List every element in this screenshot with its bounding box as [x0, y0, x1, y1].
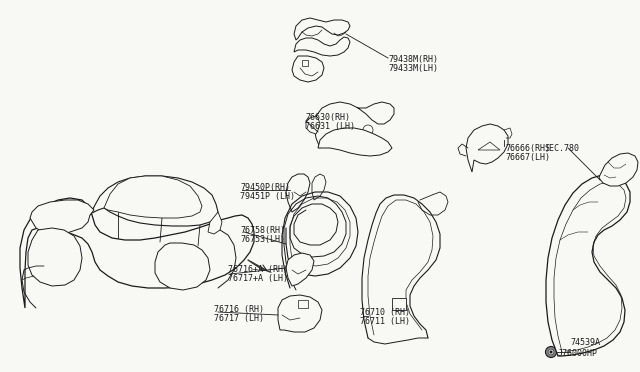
Circle shape [171, 255, 193, 277]
Text: 76711 (LH): 76711 (LH) [360, 317, 410, 326]
Circle shape [363, 125, 373, 135]
Polygon shape [302, 60, 308, 66]
Text: 79450P(RH): 79450P(RH) [240, 183, 290, 192]
Polygon shape [599, 153, 638, 186]
Circle shape [302, 261, 308, 267]
Text: 76753(LH): 76753(LH) [240, 235, 285, 244]
Polygon shape [478, 142, 500, 150]
Polygon shape [306, 116, 320, 134]
Polygon shape [294, 37, 350, 56]
Text: 74539A: 74539A [570, 338, 600, 347]
Circle shape [545, 346, 557, 357]
Polygon shape [286, 253, 314, 286]
Text: 76716+A (RH): 76716+A (RH) [228, 265, 288, 274]
Polygon shape [30, 200, 94, 235]
Text: J76000HP: J76000HP [558, 349, 598, 358]
Polygon shape [392, 298, 406, 310]
Polygon shape [294, 18, 350, 40]
Text: 76758(RH): 76758(RH) [240, 226, 285, 235]
Polygon shape [208, 212, 222, 234]
Text: 76666(RH): 76666(RH) [505, 144, 550, 153]
Text: 76710 (RH): 76710 (RH) [360, 308, 410, 317]
Text: SEC.780: SEC.780 [544, 144, 579, 153]
Text: 76630(RH): 76630(RH) [305, 113, 350, 122]
Polygon shape [104, 176, 202, 218]
Circle shape [548, 349, 554, 355]
Text: 76717+A (LH): 76717+A (LH) [228, 274, 288, 283]
Polygon shape [90, 176, 218, 226]
Text: 76717 (LH): 76717 (LH) [214, 314, 264, 323]
Polygon shape [308, 40, 314, 46]
Text: 79438M(RH): 79438M(RH) [388, 55, 438, 64]
Text: 76716 (RH): 76716 (RH) [214, 305, 264, 314]
Circle shape [42, 246, 66, 270]
Polygon shape [312, 174, 326, 200]
Polygon shape [298, 300, 308, 308]
Polygon shape [28, 228, 82, 286]
Circle shape [162, 246, 202, 286]
Polygon shape [20, 198, 254, 308]
Text: 79451P (LH): 79451P (LH) [240, 192, 295, 201]
Text: 79433M(LH): 79433M(LH) [388, 64, 438, 73]
Polygon shape [286, 174, 310, 212]
Polygon shape [278, 295, 322, 332]
Polygon shape [546, 175, 630, 356]
Polygon shape [318, 128, 392, 156]
Text: 76631 (LH): 76631 (LH) [305, 122, 355, 131]
Circle shape [32, 236, 76, 280]
Polygon shape [466, 124, 508, 172]
Text: 76667(LH): 76667(LH) [505, 153, 550, 162]
Circle shape [550, 351, 552, 353]
Polygon shape [155, 243, 210, 290]
Polygon shape [292, 56, 324, 82]
